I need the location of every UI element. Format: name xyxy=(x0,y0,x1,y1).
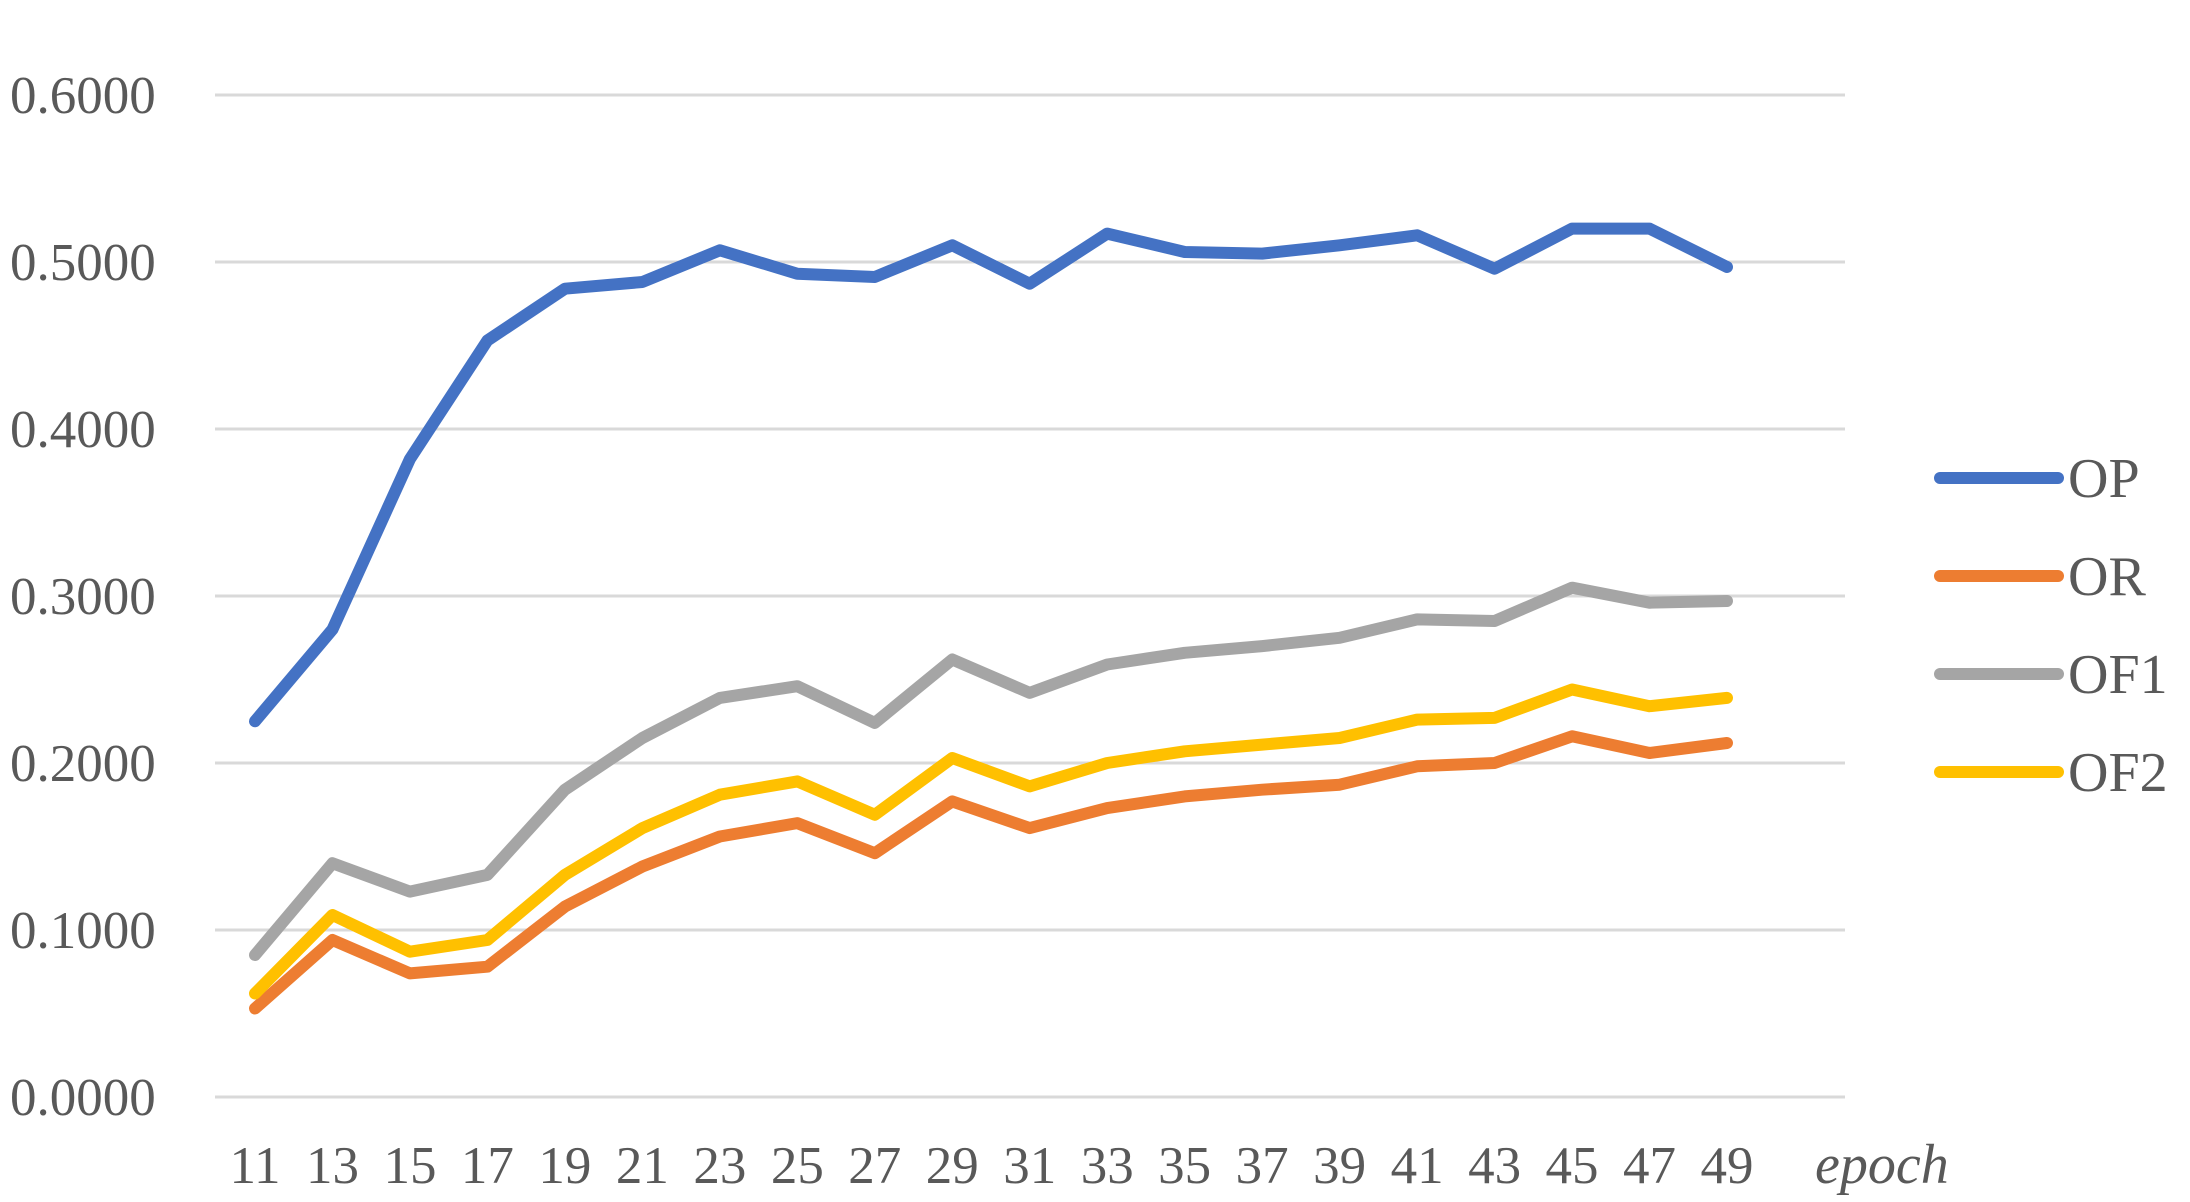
x-tick-label: 31 xyxy=(1003,1137,1056,1195)
x-tick-label: 41 xyxy=(1391,1137,1444,1195)
series-lines xyxy=(249,222,1733,1015)
series-line-of1 xyxy=(249,581,1733,961)
x-tick-label: 17 xyxy=(461,1137,514,1195)
x-tick-label: 23 xyxy=(693,1137,746,1195)
x-tick-label: 33 xyxy=(1081,1137,1134,1195)
x-tick-label: 27 xyxy=(848,1137,901,1195)
y-tick-label: 0.1000 xyxy=(10,902,156,960)
x-tick-label: 11 xyxy=(229,1137,280,1195)
gridlines xyxy=(215,93,1845,1099)
y-tick-label: 0.2000 xyxy=(10,735,156,793)
x-tick-label: 15 xyxy=(383,1137,436,1195)
x-tick-label: 45 xyxy=(1546,1137,1599,1195)
y-tick-label: 0.3000 xyxy=(10,568,156,626)
legend-item-op: OP xyxy=(1934,448,2140,510)
y-tick-label: 0.4000 xyxy=(10,401,156,459)
series-line-op xyxy=(249,222,1733,728)
x-tick-label: 29 xyxy=(926,1137,979,1195)
x-tick-label: 13 xyxy=(306,1137,359,1195)
x-tick-label: 49 xyxy=(1701,1137,1754,1195)
x-tick-label: 47 xyxy=(1623,1137,1676,1195)
legend-label: OR xyxy=(2068,546,2146,608)
legend-item-of1: OF1 xyxy=(1934,644,2168,706)
x-axis-ticks: 11 13 15 17 19 21 23 25 27 29 31 33 35 37 39 41 43 45 47 49 xyxy=(229,1137,1753,1195)
legend-item-or: OR xyxy=(1934,546,2146,608)
y-axis-ticks: 0.0000 0.1000 0.2000 0.3000 0.4000 0.5000 0.60… xyxy=(10,67,156,1127)
x-tick-label: 35 xyxy=(1158,1137,1211,1195)
x-tick-label: 43 xyxy=(1468,1137,1521,1195)
x-tick-label: 21 xyxy=(616,1137,669,1195)
legend: OP OR OF1 OF2 xyxy=(1934,448,2168,804)
x-tick-label: 19 xyxy=(538,1137,591,1195)
y-tick-label: 0.6000 xyxy=(10,67,156,125)
series-line-or xyxy=(249,730,1733,1015)
legend-label: OF1 xyxy=(2068,644,2168,706)
x-tick-label: 39 xyxy=(1313,1137,1366,1195)
legend-label: OF2 xyxy=(2068,742,2168,804)
y-tick-label: 0.0000 xyxy=(10,1069,156,1127)
y-tick-label: 0.5000 xyxy=(10,234,156,292)
x-tick-label: 25 xyxy=(771,1137,824,1195)
series-line-of2 xyxy=(249,683,1733,1000)
legend-item-of2: OF2 xyxy=(1934,742,2168,804)
x-axis-label: epoch xyxy=(1815,1134,1949,1196)
legend-label: OP xyxy=(2068,448,2140,510)
x-tick-label: 37 xyxy=(1236,1137,1289,1195)
